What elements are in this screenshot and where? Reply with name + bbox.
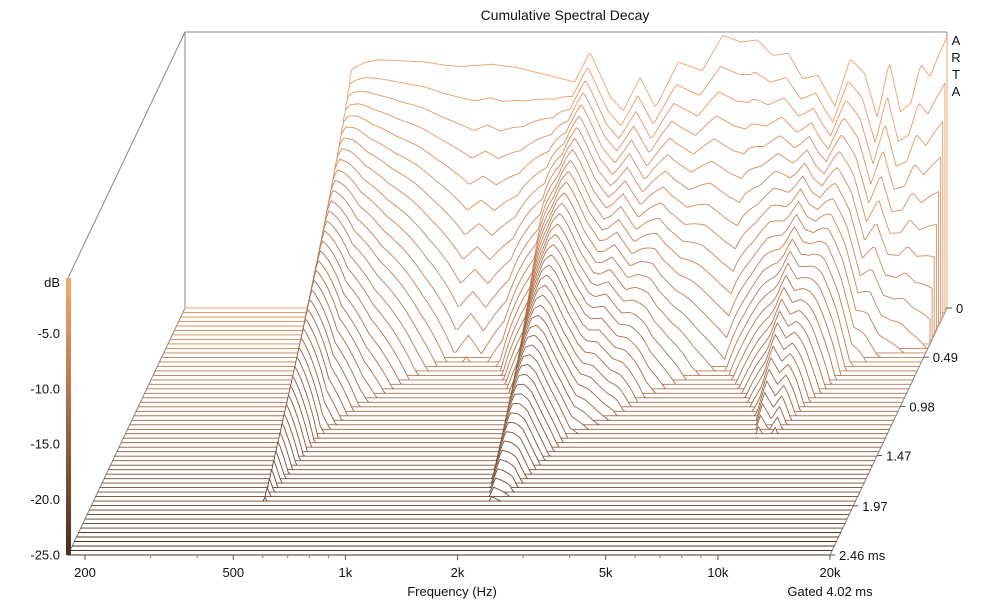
time-tick-label-3: 1.47 <box>886 449 911 464</box>
y-tick-label-4: -25.0 <box>30 548 60 563</box>
time-tick-label-5: 2.46 ms <box>839 548 886 563</box>
chart-title: Cumulative Spectral Decay <box>481 7 650 23</box>
db-color-bar <box>66 278 71 555</box>
x-tick-label-5: 10k <box>707 565 728 580</box>
x-ticks: 200 500 1k 2k 5k 10k 20k <box>74 555 841 580</box>
x-tick-label-1: 500 <box>222 565 244 580</box>
watermark-letter-3: A <box>952 84 961 99</box>
y-axis-label: dB <box>44 275 60 290</box>
x-tick-label-0: 200 <box>74 565 96 580</box>
decay-slice-36 <box>107 431 871 471</box>
watermark-letter-1: R <box>951 50 960 65</box>
decay-slice-38 <box>103 449 867 480</box>
time-tick-label-4: 1.97 <box>862 499 887 514</box>
decay-slice-40 <box>99 468 863 489</box>
time-tick-label-0: 0 <box>956 301 963 316</box>
time-tick-label-2: 0.98 <box>909 399 934 414</box>
watermark-letter-2: T <box>952 67 960 82</box>
y-tick-label-0: -5.0 <box>38 326 60 341</box>
y-ticks: -5.0 -10.0 -15.0 -20.0 -25.0 <box>30 326 60 563</box>
decay-slice-43 <box>93 496 856 502</box>
perspective-bottom-edge <box>67 307 186 556</box>
decay-slice-37 <box>105 440 869 475</box>
y-tick-label-1: -10.0 <box>30 381 60 396</box>
time-tick-label-1: 0.49 <box>933 350 958 365</box>
decay-slice-42 <box>95 486 859 498</box>
floor-right-edge <box>829 307 948 556</box>
x-tick-label-2: 1k <box>339 565 353 580</box>
decay-slice-39 <box>101 459 865 484</box>
watermark-letter-0: A <box>952 33 961 48</box>
perspective-top-edge <box>67 31 186 279</box>
gate-label: Gated 4.02 ms <box>787 584 873 599</box>
x-tick-label-4: 5k <box>599 565 613 580</box>
x-tick-label-6: 20k <box>820 565 841 580</box>
y-tick-label-2: -15.0 <box>30 437 60 452</box>
time-ticks: 0 0.49 0.98 1.47 1.97 2.46 ms <box>830 301 963 563</box>
decay-slice-35 <box>110 421 873 466</box>
x-axis-label: Frequency (Hz) <box>407 584 497 599</box>
y-tick-label-3: -20.0 <box>30 492 60 507</box>
decay-slice-41 <box>97 477 861 493</box>
decay-slices <box>67 35 948 556</box>
decay-slice-34 <box>112 412 876 462</box>
x-tick-label-3: 2k <box>451 565 465 580</box>
decay-slice-33 <box>114 403 878 457</box>
